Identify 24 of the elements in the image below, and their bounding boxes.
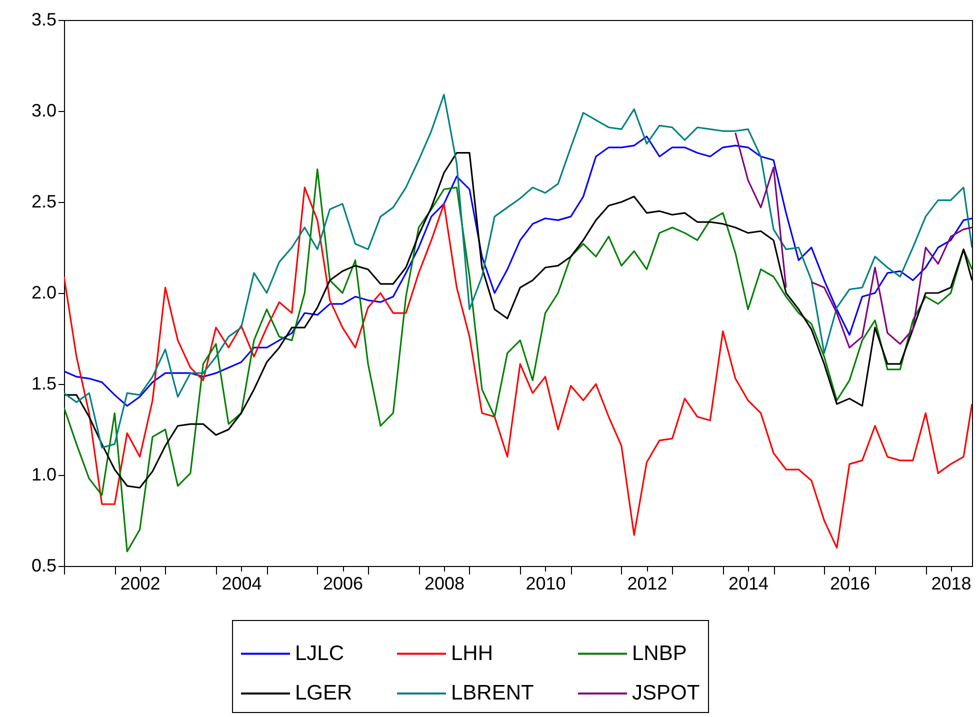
y-tick-label: 0.5 <box>31 556 56 576</box>
y-tick-label: 1.0 <box>31 464 56 484</box>
x-tick-label: 2014 <box>728 574 769 594</box>
line-series <box>64 94 972 448</box>
x-tick-label: 2002 <box>120 574 160 594</box>
x-tick-label: 2018 <box>931 574 972 594</box>
x-tick-label: 2016 <box>830 574 870 594</box>
x-tick-label: 2004 <box>222 574 262 594</box>
legend-label: LBRENT <box>451 682 534 704</box>
y-tick-label: 1.5 <box>31 374 56 394</box>
legend-label: LNBP <box>632 642 687 665</box>
x-tick-label: 2010 <box>526 574 566 594</box>
y-tick-label: 3.5 <box>31 10 56 30</box>
legend-label: JSPOT <box>632 682 700 704</box>
y-tick-label: 3.0 <box>31 100 56 120</box>
x-tick-label: 2012 <box>627 574 668 594</box>
legend-label: LGER <box>295 682 352 704</box>
legend-label: LHH <box>451 642 494 665</box>
x-tick-label: 2006 <box>322 574 364 594</box>
y-tick-label: 2.5 <box>31 192 56 212</box>
line-series <box>64 136 972 407</box>
x-tick-label: 2008 <box>424 574 464 594</box>
legend-label: LJLC <box>295 642 344 665</box>
y-tick-label: 2.0 <box>31 282 56 302</box>
